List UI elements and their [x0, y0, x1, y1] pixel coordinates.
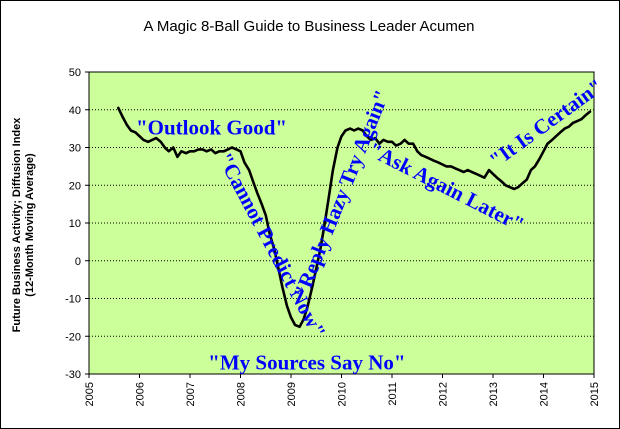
y-tick-label: -10 — [65, 294, 81, 306]
series-line-0 — [117, 106, 592, 329]
x-tick-label: 2009 — [286, 382, 298, 406]
x-tick-label: 2008 — [236, 382, 248, 406]
y-tick-label: -20 — [65, 331, 81, 343]
y-tick-label: 0 — [75, 256, 81, 268]
annotation-label: "My Sources Say No" — [208, 350, 405, 374]
x-tick-label: 2014 — [539, 382, 551, 406]
y-tick-label: -30 — [65, 369, 81, 381]
x-tick-label: 2007 — [185, 382, 197, 406]
y-tick-label: 10 — [69, 218, 81, 230]
y-tick-label: 20 — [69, 180, 81, 192]
x-tick-label: 2005 — [84, 382, 96, 406]
x-tick-label: 2012 — [438, 382, 450, 406]
x-tick-label: 2015 — [589, 382, 601, 406]
x-tick-label: 2011 — [387, 382, 399, 406]
x-tick-label: 2006 — [135, 382, 147, 406]
y-tick-label: 50 — [69, 67, 81, 79]
chart-title: A Magic 8-Ball Guide to Business Leader … — [143, 18, 475, 35]
y-tick-label: 40 — [69, 105, 81, 117]
x-tick-label: 2010 — [337, 382, 349, 406]
x-tick-label: 2013 — [488, 382, 500, 406]
y-tick-label: 30 — [69, 143, 81, 155]
annotation-label: "Outlook Good" — [136, 115, 287, 139]
